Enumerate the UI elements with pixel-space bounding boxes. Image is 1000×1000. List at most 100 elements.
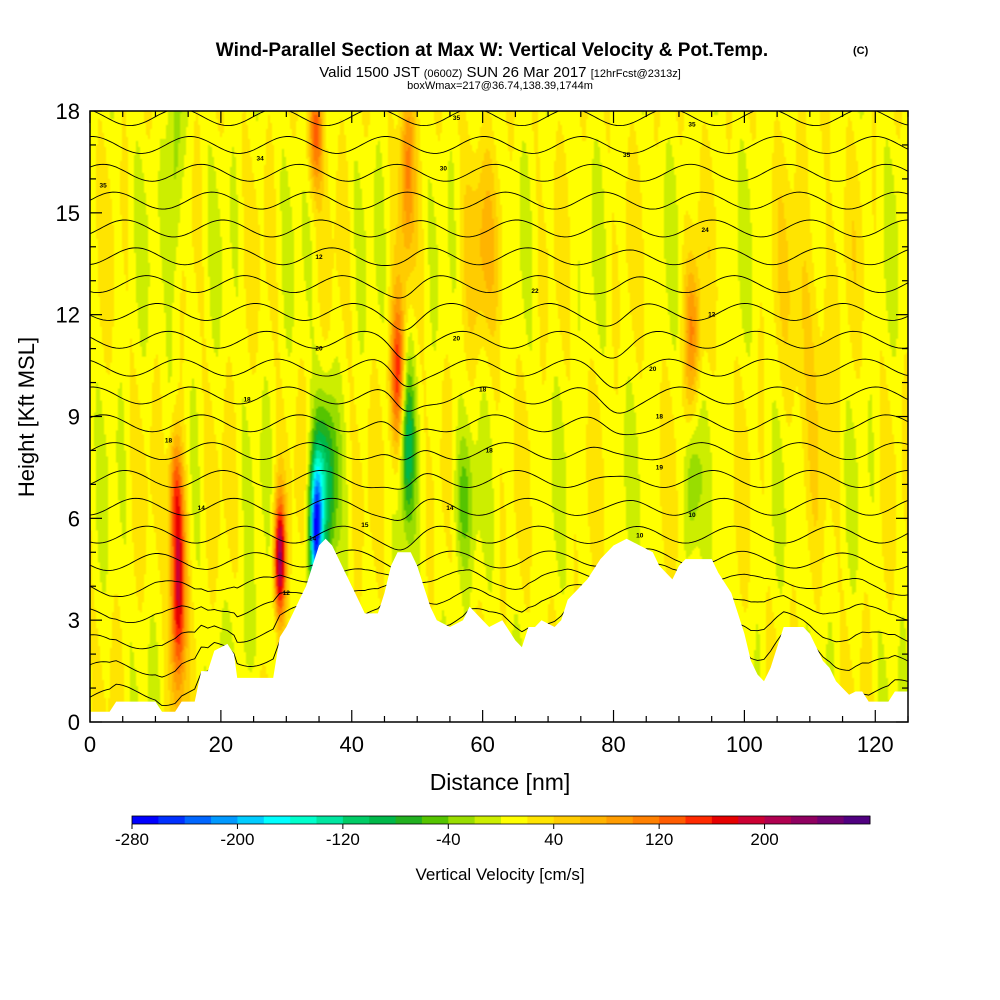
potential-temperature-contours [90,111,908,707]
isentrope-line [90,414,908,436]
y-tick-label: 18 [56,99,80,124]
x-tick-label: 80 [601,732,625,757]
colorbar-swatch [659,816,686,824]
colorbar-swatch [369,816,397,824]
colorbar-swatch [316,816,344,824]
colorbar-swatch [263,816,291,824]
isentrope-line [90,580,908,624]
contour-labels: 35 34 35 30 35 35 24 12 22 12 20 20 20 18 18 18 18 18 19 14… [99,115,715,597]
colorbar-swatch [764,816,792,824]
colorbar-swatch [790,816,818,824]
y-tick-label: 0 [68,710,80,735]
contour-label: 14 [309,536,317,543]
colorbar-swatch [474,816,502,824]
colorbar: -280 -200 -120 -40 40 120 200 [115,815,871,849]
colorbar-swatch [132,816,159,824]
isentrope-line [90,592,908,650]
subtitle-utc: (0600Z) [424,68,463,80]
colorbar-swatch [738,816,766,824]
isentrope-line [90,442,908,461]
axes: 0 20 40 60 80 100 120 0 3 6 9 12 15 18 [56,99,909,757]
colorbar-swatch [342,816,370,824]
y-tick-label: 6 [68,506,80,531]
colorbar-swatch [211,816,238,824]
colorbar-swatch [237,816,265,824]
isentrope-line [90,191,908,210]
contour-label: 18 [656,414,664,421]
x-tick-label: 100 [726,732,763,757]
isentrope-line [91,111,908,127]
colorbar-tick-label: -40 [436,830,461,849]
isentrope-line [90,303,908,331]
colorbar-tick-label: 120 [645,830,673,849]
colorbar-swatch [553,816,581,824]
y-tick-label: 3 [68,608,80,633]
contour-label: 18 [479,386,487,393]
contour-label: 20 [315,346,323,353]
contour-label: 35 [453,115,461,122]
colorbar-label: Vertical Velocity [cm/s] [415,865,584,884]
colorbar-swatch [158,816,186,824]
title-copyright-mark: (C) [853,45,869,57]
isentrope-line [90,470,908,490]
colorbar-swatch [290,816,317,824]
colorbar-swatch [632,816,660,824]
isentrope-line [90,247,908,266]
contour-label: 12 [283,590,291,597]
isentrope-line [90,330,908,361]
contour-label: 20 [649,366,657,373]
colorbar-swatch [817,816,845,824]
y-axis-label: Height [Kft MSL] [14,337,39,497]
isentrope-line [90,386,908,414]
contour-label: 14 [446,505,454,512]
contour-label: 18 [243,397,251,404]
colorbar-swatch [184,816,212,824]
colorbar-tick-label: -280 [115,830,149,849]
colorbar-tick-label: -120 [326,830,360,849]
contour-label: 10 [688,512,696,519]
contour-label: 35 [623,152,631,159]
contour-label: 14 [198,505,206,512]
isentrope-line [90,219,908,238]
contour-label: 18 [165,437,173,444]
colorbar-swatch [448,816,476,824]
colorbar-swatch [711,816,739,824]
colorbar-swatch [606,816,634,824]
isentrope-line [90,548,908,573]
contour-label: 22 [531,288,539,295]
contour-label: 30 [440,166,448,173]
y-tick-label: 15 [56,201,80,226]
contour-label: 20 [453,335,461,342]
x-tick-label: 0 [84,732,96,757]
isentrope-line [90,358,908,389]
contour-label: 12 [708,312,716,319]
contour-label: 10 [636,532,644,539]
contour-label: 35 [688,122,696,129]
isentrope-line [90,275,908,299]
contour-label: 35 [99,183,107,190]
subtitle-fcst: [12hrFcst@2313z] [591,68,681,80]
x-axis-label: Distance [nm] [430,769,571,795]
x-tick-label: 60 [470,732,494,757]
colorbar-swatch [527,816,555,824]
isentrope-line [90,562,908,597]
x-tick-label: 20 [209,732,233,757]
x-tick-label: 120 [857,732,894,757]
colorbar-tick-label: -200 [220,830,254,849]
contour-label: 18 [486,447,494,454]
colorbar-swatch [501,816,528,824]
colorbar-tick-label: 200 [750,830,778,849]
colorbar-swatch [685,816,713,824]
subtitle-date: SUN 26 Mar 2017 [466,64,586,81]
isentrope-line [90,136,908,154]
colorbar-swatch [395,816,423,824]
contour-label: 24 [702,227,710,234]
colorbar-frame [131,815,871,825]
colorbar-tick-label: 40 [544,830,563,849]
colorbar-swatch [843,816,871,824]
terrain-mask [90,538,908,722]
subtitle-valid: Valid 1500 JST [319,64,419,81]
y-tick-label: 12 [56,303,80,328]
chart-title: Wind-Parallel Section at Max W: Vertical… [216,40,768,61]
subtitle-box: boxWmax=217@36.74,138.39,1744m [407,80,593,92]
